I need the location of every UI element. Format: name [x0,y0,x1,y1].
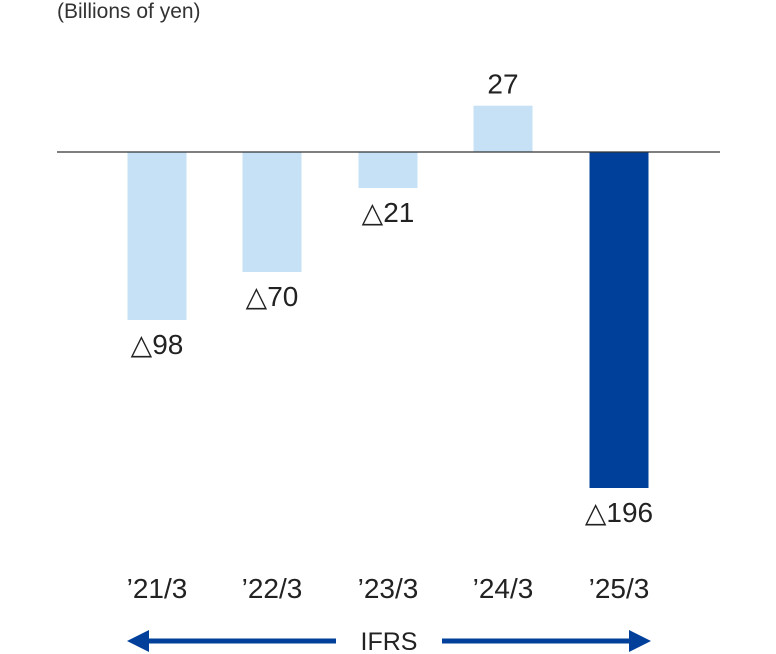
bar-4 [589,152,649,488]
unit-label: (Billions of yen) [57,0,201,23]
arrow-left-head [127,630,149,652]
category-label-4: ’25/3 [589,573,650,604]
bars-layer [127,105,649,488]
value-label-0: △98 [131,329,184,360]
value-label-3: 27 [487,69,518,100]
ifrs-period-arrow: IFRS [127,628,651,654]
category-labels-layer: ’21/3 ’22/3 ’23/3 ’24/3 ’25/3 [127,573,650,604]
bar-1 [242,152,302,272]
category-label-2: ’23/3 [358,573,419,604]
bar-3 [473,105,533,152]
category-label-0: ’21/3 [127,573,188,604]
value-labels-layer: △98 △70 △21 27 △196 [131,69,653,528]
category-label-1: ’22/3 [242,573,303,604]
value-label-2: △21 [362,197,415,228]
value-label-1: △70 [246,281,299,312]
value-label-4: △196 [585,497,653,528]
bar-0 [127,152,187,320]
category-label-3: ’24/3 [473,573,534,604]
ifrs-label: IFRS [361,628,418,654]
arrow-right-head [629,630,651,652]
bar-2 [358,152,418,188]
